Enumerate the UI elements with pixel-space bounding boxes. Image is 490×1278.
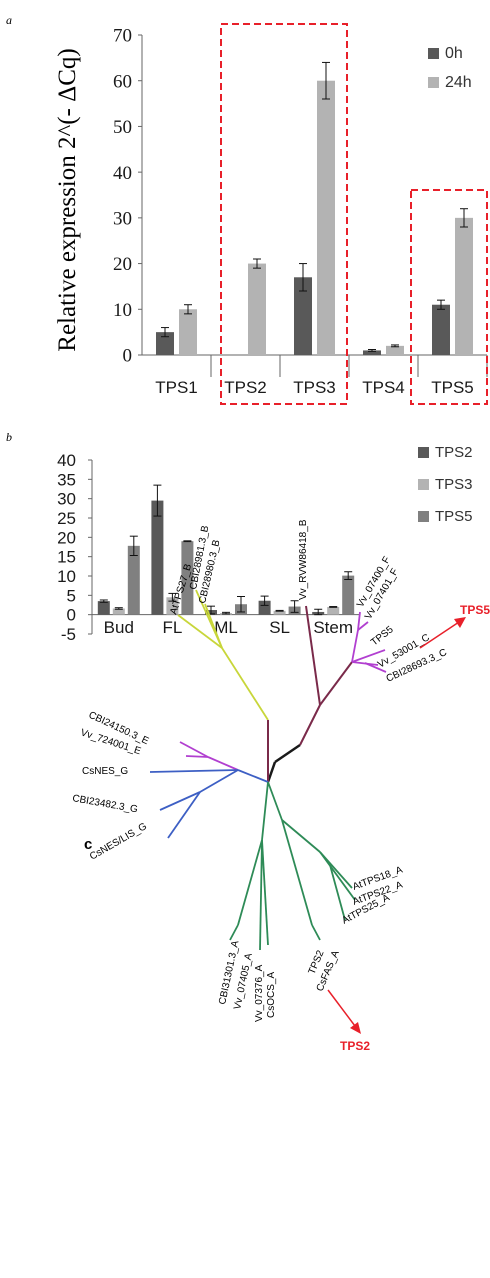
panel-a-x-axis: TPS1 TPS2 TPS3 TPS4 TPS5 bbox=[155, 355, 488, 397]
panel-c-label: c bbox=[84, 836, 92, 853]
clade-blue bbox=[149, 769, 269, 839]
bar-0h-tps3 bbox=[294, 277, 312, 355]
y-tick-label: -5 bbox=[61, 625, 76, 644]
bar-24h-tps1 bbox=[179, 309, 197, 355]
bar-0h-tps5 bbox=[432, 304, 450, 355]
y-tick-label: 40 bbox=[57, 451, 76, 470]
legend-swatch bbox=[428, 48, 439, 59]
y-tick-label: 10 bbox=[113, 300, 132, 321]
bar-0h-tps4 bbox=[363, 350, 381, 355]
bar-tps2-sl bbox=[258, 600, 271, 615]
clade-purple-left bbox=[179, 741, 239, 771]
y-tick-label: 70 bbox=[113, 26, 132, 47]
legend-swatch bbox=[418, 511, 429, 522]
y-tick-label: 15 bbox=[57, 548, 76, 567]
panel-b-label: b bbox=[6, 430, 12, 444]
bar-0h-tps1 bbox=[156, 332, 174, 355]
clade-purple-right bbox=[351, 611, 387, 673]
panel-b-x-axis: Bud FL ML SL Stem bbox=[104, 618, 353, 637]
highlight-box-tps5 bbox=[410, 189, 488, 405]
panel-a-bars bbox=[156, 61, 473, 355]
y-tick-label: 0 bbox=[123, 346, 133, 367]
x-category-label: TPS5 bbox=[431, 378, 474, 397]
bar-24h-tps4 bbox=[386, 345, 404, 355]
y-tick-label: 10 bbox=[57, 567, 76, 586]
leaf-vv-rvw86418: Vv_RVW86418_B bbox=[298, 519, 309, 600]
y-tick-label: 35 bbox=[57, 470, 76, 489]
bar-tps5-stem bbox=[342, 575, 355, 615]
bar-tps2-fl bbox=[151, 500, 164, 615]
bar-tps3-stem bbox=[327, 606, 340, 615]
clade-maroon bbox=[267, 605, 353, 782]
legend-label: TPS2 bbox=[435, 444, 473, 461]
panel-b-bars bbox=[97, 484, 355, 616]
x-category-label: TPS1 bbox=[155, 378, 198, 397]
leaf-csnes-lis: CsNES/LIS_G bbox=[88, 821, 149, 863]
leaf-csocs: CsOCS_A bbox=[266, 972, 277, 1018]
panel-a-y-axis-label: Relative expression 2^(- ΔCq) bbox=[54, 48, 81, 351]
leaf-tps5: TPS5 bbox=[369, 624, 396, 648]
bar-tps5-fl bbox=[181, 541, 194, 615]
x-category-label: ML bbox=[214, 618, 238, 637]
x-category-label: TPS4 bbox=[362, 378, 405, 397]
bar-24h-tps3 bbox=[317, 80, 335, 355]
tree-root-branch bbox=[266, 761, 277, 783]
legend-swatch bbox=[418, 447, 429, 458]
y-tick-label: 5 bbox=[67, 586, 76, 605]
panel-a-chart: a Relative expression 2^(- ΔCq) 0 10 20 30 4… bbox=[6, 13, 488, 405]
legend-swatch bbox=[418, 479, 429, 490]
panel-a-legend: 0h 24h bbox=[428, 45, 472, 91]
y-tick-label: 40 bbox=[113, 163, 132, 184]
y-tick-label: 60 bbox=[113, 71, 132, 92]
leaf-vv-07376: Vv_07376_A bbox=[254, 964, 265, 1022]
panel-a-label: a bbox=[6, 13, 12, 27]
bar-tps3-bud bbox=[112, 608, 125, 615]
clade-green bbox=[229, 781, 356, 951]
leaf-csnes: CsNES_G bbox=[82, 766, 128, 777]
callout-tps5-label: TPS5 bbox=[460, 603, 490, 617]
legend-label: 24h bbox=[445, 74, 472, 91]
x-category-label: SL bbox=[269, 618, 290, 637]
callout-arrow-tps2 bbox=[327, 989, 361, 1034]
y-tick-label: 25 bbox=[57, 509, 76, 528]
x-category-label: TPS2 bbox=[224, 378, 267, 397]
leaf-cbi23482: CBI23482.3_G bbox=[71, 793, 138, 815]
clade-yellow bbox=[177, 589, 269, 721]
x-category-label: Stem bbox=[313, 618, 353, 637]
bar-tps2-bud bbox=[97, 601, 110, 615]
legend-label: TPS5 bbox=[435, 508, 473, 525]
y-tick-label: 20 bbox=[57, 528, 76, 547]
legend-label: TPS3 bbox=[435, 476, 473, 493]
callout-tps2-label: TPS2 bbox=[340, 1039, 370, 1053]
y-tick-label: 30 bbox=[57, 490, 76, 509]
y-tick-label: 30 bbox=[113, 209, 132, 230]
y-tick-label: 20 bbox=[113, 254, 132, 275]
bar-24h-tps5 bbox=[455, 217, 473, 355]
bar-tps5-bud bbox=[127, 545, 140, 615]
y-tick-label: 0 bbox=[67, 606, 76, 625]
panel-b-legend: TPS2 TPS3 TPS5 bbox=[418, 444, 473, 525]
bar-tps3-sl bbox=[273, 610, 286, 615]
tree-center-branch bbox=[274, 743, 301, 764]
x-category-label: FL bbox=[162, 618, 182, 637]
x-category-label: TPS3 bbox=[293, 378, 336, 397]
bar-24h-tps2 bbox=[248, 263, 266, 355]
x-category-label: Bud bbox=[104, 618, 134, 637]
y-tick-label: 50 bbox=[113, 117, 132, 138]
legend-label: 0h bbox=[445, 45, 463, 62]
panel-a-y-axis: 0 10 20 30 40 50 60 70 bbox=[113, 26, 487, 367]
callout-arrow-tps5 bbox=[419, 617, 466, 649]
legend-swatch bbox=[428, 77, 439, 88]
